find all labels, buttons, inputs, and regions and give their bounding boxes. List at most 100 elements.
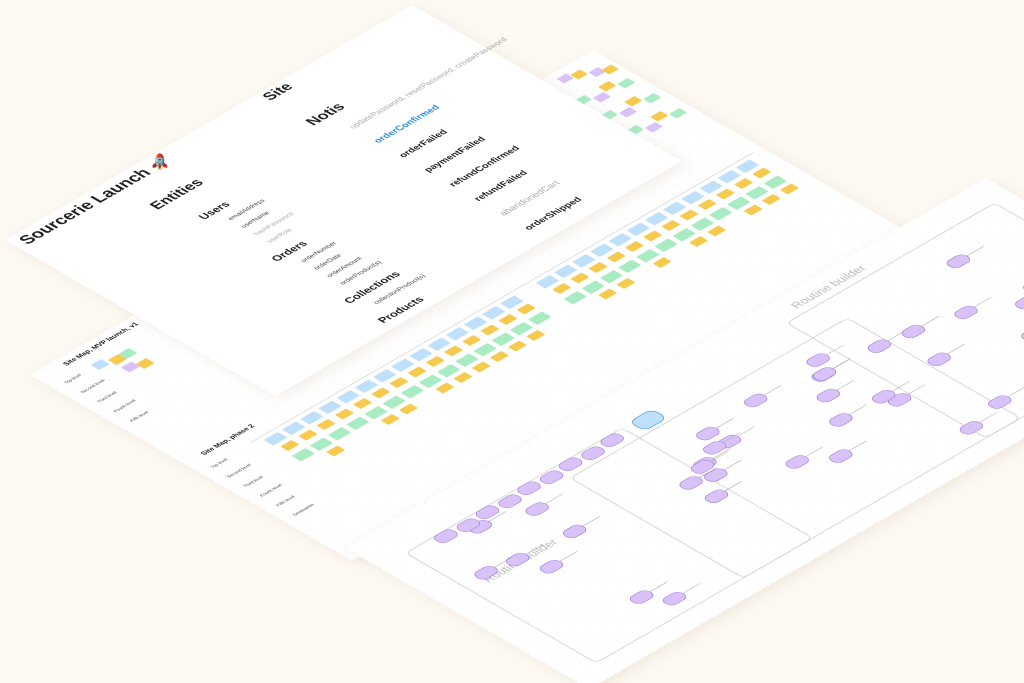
routine-node	[517, 481, 541, 495]
sticky-note	[300, 411, 324, 425]
sticky-note	[328, 427, 351, 441]
sticky-note	[482, 306, 505, 320]
routine-node	[632, 410, 665, 430]
routine-node	[806, 353, 830, 367]
sticky-note	[593, 92, 611, 103]
sticky-note	[121, 361, 140, 373]
sticky-note	[280, 440, 299, 451]
routine-node	[474, 565, 498, 580]
sticky-note	[554, 264, 577, 278]
sticky-note	[510, 322, 533, 336]
sticky-note	[435, 382, 454, 394]
sticky-note	[500, 295, 524, 309]
sticky-note	[570, 272, 589, 284]
sticky-note	[480, 324, 499, 336]
sticky-note	[444, 345, 463, 357]
routine-node	[696, 426, 720, 441]
routine-node	[563, 524, 587, 539]
sticky-note	[663, 201, 686, 215]
sticky-note	[419, 374, 442, 388]
sticky-note	[526, 330, 545, 341]
sticky-note	[590, 243, 614, 257]
sticky-note	[589, 262, 608, 273]
sticky-note	[346, 416, 369, 430]
sticky-note	[600, 270, 623, 284]
sticky-note	[616, 278, 635, 289]
routine-node	[829, 413, 853, 427]
frame	[408, 429, 811, 662]
sticky-note	[673, 228, 696, 242]
sticky-note	[589, 67, 606, 77]
sticky-note	[528, 311, 551, 325]
sticky-note	[399, 403, 418, 415]
sticky-note	[337, 390, 360, 404]
sticky-note	[727, 196, 751, 210]
sticky-note	[627, 222, 650, 236]
sticky-note	[446, 327, 469, 341]
sticky-note	[264, 432, 287, 446]
sticky-note	[572, 254, 595, 268]
sticky-note	[698, 199, 717, 210]
routine-node	[959, 421, 983, 435]
sticky-note	[618, 259, 641, 273]
sticky-note	[645, 122, 663, 133]
routine-node	[744, 393, 768, 408]
sticky-note	[643, 230, 662, 242]
sticky-note	[373, 369, 396, 383]
frame	[789, 204, 1024, 437]
sticky-note	[492, 332, 515, 346]
routine-node	[785, 455, 809, 469]
sticky-note	[689, 236, 708, 247]
sticky-note	[653, 257, 672, 268]
sticky-note	[453, 372, 473, 383]
sticky-note	[669, 108, 687, 119]
sticky-note	[382, 395, 406, 409]
sticky-note	[780, 183, 799, 195]
sticky-note	[654, 238, 678, 252]
sticky-note	[619, 107, 637, 118]
sticky-note	[292, 448, 315, 462]
sticky-note	[699, 180, 723, 194]
routine-node	[988, 395, 1012, 409]
sticky-note	[508, 340, 527, 352]
sticky-note	[661, 220, 680, 231]
routine-node	[901, 324, 925, 339]
routine-node	[690, 460, 715, 474]
sticky-note	[462, 335, 481, 346]
sticky-note	[318, 400, 342, 414]
sticky-note	[310, 437, 333, 451]
sticky-note	[745, 186, 769, 200]
sticky-note	[91, 359, 110, 370]
sticky-note	[636, 249, 660, 263]
sitemap-level: Top level	[209, 458, 229, 469]
sticky-note	[598, 288, 617, 300]
sticky-note	[499, 314, 518, 325]
routine-node	[539, 559, 564, 574]
sticky-note	[335, 408, 354, 420]
routine-node	[456, 518, 481, 532]
sticky-note	[680, 209, 699, 221]
sticky-note	[426, 356, 445, 367]
sticky-note	[734, 178, 753, 189]
sticky-note	[464, 316, 487, 330]
sticky-note	[118, 348, 137, 359]
sticky-note	[764, 175, 787, 189]
connector	[250, 152, 754, 443]
routine-node	[867, 339, 891, 353]
routine-node	[498, 494, 522, 508]
sticky-note	[108, 354, 127, 365]
sticky-note	[355, 379, 378, 393]
sticky-note	[707, 225, 726, 237]
sticky-note	[582, 280, 605, 294]
sticky-note	[608, 233, 632, 247]
sticky-note	[624, 96, 642, 107]
sticky-note	[517, 303, 536, 315]
sticky-note	[298, 429, 318, 441]
sticky-note	[428, 337, 451, 351]
routine-node	[812, 367, 837, 381]
sticky-note	[490, 351, 509, 362]
sticky-note	[389, 377, 408, 388]
sticky-note	[401, 385, 424, 399]
